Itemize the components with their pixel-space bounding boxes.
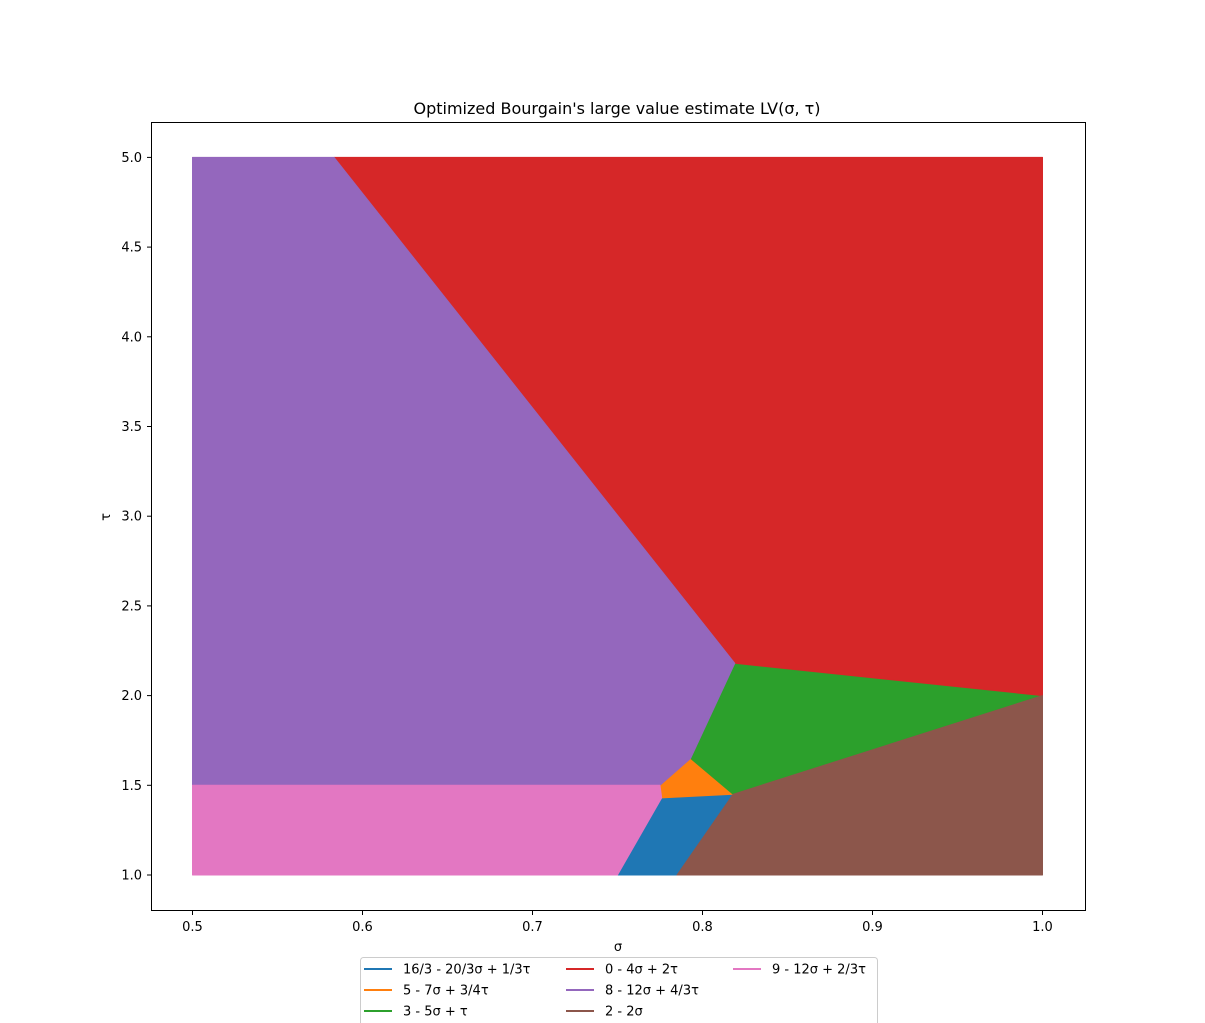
x-axis-label: σ bbox=[614, 940, 622, 955]
legend-label: 5 - 7σ + 3/4τ bbox=[403, 984, 489, 999]
legend-frame bbox=[360, 957, 878, 1023]
x-tick-label: 1.0 bbox=[1032, 920, 1053, 935]
legend-label: 3 - 5σ + τ bbox=[403, 1005, 468, 1020]
legend-label: 16/3 - 20/3σ + 1/3τ bbox=[403, 963, 531, 978]
x-tick-label: 0.8 bbox=[692, 920, 713, 935]
x-tick-label: 0.5 bbox=[182, 920, 203, 935]
y-tick-label: 3.0 bbox=[121, 510, 142, 525]
region-layer bbox=[192, 156, 1043, 876]
legend-label: 2 - 2σ bbox=[605, 1005, 643, 1020]
y-tick-label: 2.5 bbox=[121, 599, 142, 614]
y-axis-ticks: 1.0 1.5 2.0 2.5 3.0 3.5 4.0 4.5 5.0 bbox=[121, 151, 152, 884]
region-7 bbox=[192, 784, 663, 876]
y-tick-label: 2.0 bbox=[121, 689, 142, 704]
legend-item: 3 - 5σ + τ bbox=[364, 1005, 468, 1020]
y-axis-label: τ bbox=[99, 513, 114, 521]
legend-item: 9 - 12σ + 2/3τ bbox=[733, 963, 866, 978]
x-tick-label: 0.6 bbox=[352, 920, 373, 935]
y-tick-label: 4.0 bbox=[121, 330, 142, 345]
legend-label: 0 - 4σ + 2τ bbox=[605, 963, 678, 978]
legend: 16/3 - 20/3σ + 1/3τ 5 - 7σ + 3/4τ 3 - 5σ +… bbox=[360, 957, 878, 1023]
x-tick-label: 0.9 bbox=[862, 920, 883, 935]
legend-item: 8 - 12σ + 4/3τ bbox=[566, 984, 699, 999]
y-tick-label: 4.5 bbox=[121, 241, 142, 256]
legend-item: 2 - 2σ bbox=[566, 1005, 643, 1020]
y-tick-label: 3.5 bbox=[121, 420, 142, 435]
y-tick-label: 1.0 bbox=[121, 869, 142, 884]
legend-label: 9 - 12σ + 2/3τ bbox=[772, 963, 866, 978]
region-6 bbox=[676, 695, 1043, 876]
y-tick-label: 1.5 bbox=[121, 779, 142, 794]
legend-label: 8 - 12σ + 4/3τ bbox=[605, 984, 699, 999]
legend-item: 5 - 7σ + 3/4τ bbox=[364, 984, 489, 999]
legend-item: 0 - 4σ + 2τ bbox=[566, 963, 678, 978]
chart-title: Optimized Bourgain's large value estimat… bbox=[414, 99, 821, 118]
y-tick-label: 5.0 bbox=[121, 151, 142, 166]
legend-item: 16/3 - 20/3σ + 1/3τ bbox=[364, 963, 531, 978]
x-tick-label: 0.7 bbox=[522, 920, 543, 935]
x-axis-ticks: 0.5 0.6 0.7 0.8 0.9 1.0 bbox=[182, 910, 1053, 935]
